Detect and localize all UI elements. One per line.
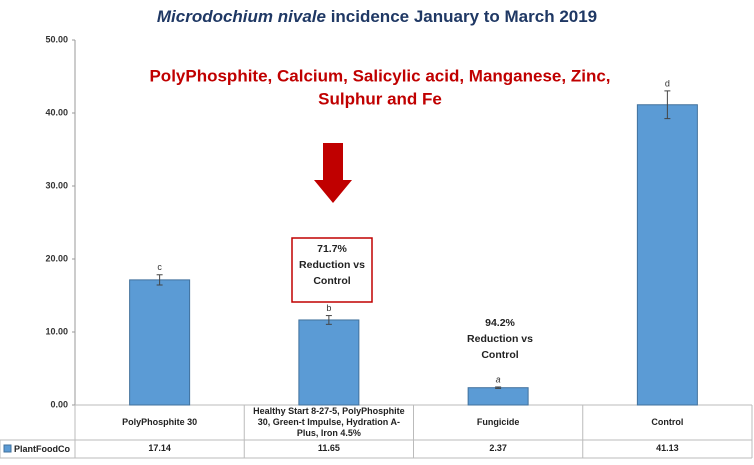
chart-title: Microdochium nivale incidence January to… bbox=[157, 7, 597, 26]
significance-letter: c bbox=[157, 262, 162, 272]
annotation: Control bbox=[481, 349, 518, 361]
annotation: Control bbox=[313, 275, 350, 287]
y-tick-label: 0.00 bbox=[50, 399, 68, 409]
y-tick-label: 30.00 bbox=[45, 180, 68, 190]
significance-letter: d bbox=[665, 78, 670, 88]
bar bbox=[298, 319, 360, 406]
annotation: Sulphur and Fe bbox=[318, 89, 442, 108]
error-bar bbox=[664, 90, 671, 120]
title-rest: incidence January to March 2019 bbox=[331, 7, 597, 26]
error-bar bbox=[325, 315, 332, 325]
annotation-box bbox=[291, 237, 373, 303]
annotation: Reduction vs bbox=[299, 259, 365, 271]
x-tick-label: Fungicide bbox=[476, 416, 520, 427]
arrow bbox=[314, 143, 352, 203]
x-tick-label: Healthy Start 8-27-5, PolyPhosphite 30, … bbox=[253, 405, 405, 439]
significance-letter: b bbox=[326, 303, 331, 313]
y-tick-label: 40.00 bbox=[45, 107, 68, 117]
significance-letter: a bbox=[496, 374, 501, 384]
legend-label: PlantFoodCo bbox=[14, 444, 70, 454]
bar bbox=[129, 279, 191, 406]
bar bbox=[467, 387, 529, 406]
x-tick-label: PolyPhosphite 30 bbox=[122, 416, 198, 427]
annotation: 94.2% bbox=[485, 317, 515, 329]
x-tick-label: Control bbox=[651, 416, 684, 427]
title-italic: Microdochium nivale bbox=[157, 7, 326, 26]
error-bar bbox=[495, 386, 502, 389]
bar bbox=[636, 104, 698, 406]
table-value: 11.65 bbox=[317, 443, 340, 454]
annotation: Reduction vs bbox=[467, 333, 533, 345]
y-tick-label: 50.00 bbox=[45, 34, 68, 44]
legend-swatch bbox=[3, 444, 12, 453]
table-value: 17.14 bbox=[148, 443, 171, 454]
y-tick-label: 10.00 bbox=[45, 326, 68, 336]
annotation: PolyPhosphite, Calcium, Salicylic acid, … bbox=[149, 66, 610, 85]
y-tick-label: 20.00 bbox=[45, 253, 68, 263]
table-value: 41.13 bbox=[656, 443, 679, 454]
error-bar bbox=[156, 274, 163, 286]
annotation: 71.7% bbox=[317, 243, 347, 255]
table-value: 2.37 bbox=[489, 443, 507, 454]
